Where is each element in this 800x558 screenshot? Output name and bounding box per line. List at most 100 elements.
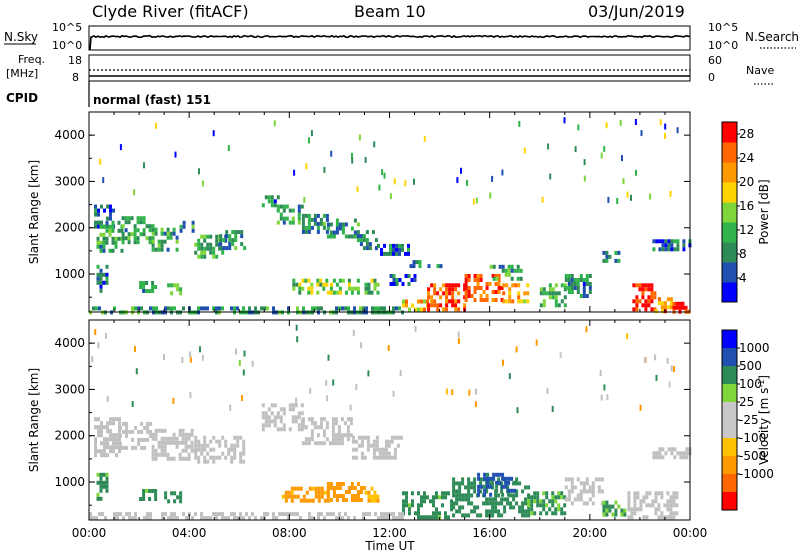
range-gate-cell (360, 451, 364, 456)
range-gate-cell (479, 477, 483, 482)
range-gate-cell (494, 505, 498, 510)
range-gate-cell (641, 287, 645, 292)
range-gate-cell (669, 511, 673, 516)
range-gate-cell (319, 278, 323, 283)
range-gate-cell (125, 433, 128, 438)
range-gate-cell (263, 306, 266, 311)
range-gate-cell (172, 436, 176, 441)
range-gate-cell (660, 511, 664, 516)
range-gate-cell (326, 486, 330, 490)
sparse-scatter-point (296, 336, 299, 343)
range-gate-cell (608, 508, 612, 513)
range-gate-cell (517, 295, 521, 300)
range-gate-cell (436, 303, 440, 308)
range-gate-cell (530, 503, 534, 508)
range-gate-cell (282, 411, 286, 416)
range-gate-cell (316, 290, 320, 295)
range-gate-cell (476, 286, 480, 290)
range-gate-cell (410, 278, 414, 282)
range-gate-cell (137, 306, 140, 311)
range-gate-cell (364, 282, 368, 287)
range-gate-cell (197, 306, 200, 311)
range-gate-cell (340, 433, 344, 438)
range-gate-cell (404, 251, 407, 256)
range-gate-cell (94, 437, 97, 442)
range-gate-cell (96, 276, 100, 281)
range-gate-cell (567, 274, 571, 278)
range-gate-cell (313, 221, 317, 226)
range-gate-cell (284, 490, 288, 495)
range-gate-cell (350, 482, 354, 486)
range-gate-cell (548, 291, 552, 296)
range-gate-cell (308, 498, 312, 503)
range-gate-cell (301, 213, 305, 218)
range-gate-cell (221, 306, 224, 311)
range-gate-cell (464, 298, 468, 302)
range-gate-cell (154, 452, 158, 457)
range-gate-cell (320, 512, 323, 517)
sparse-scatter-point (664, 133, 666, 139)
range-gate-cell (354, 439, 358, 444)
range-gate-cell (560, 495, 564, 500)
range-gate-cell (310, 290, 314, 295)
range-gate-cell (402, 503, 405, 508)
range-gate-cell (370, 498, 374, 503)
range-gate-cell (105, 280, 109, 285)
range-gate-cell (675, 301, 679, 306)
range-gate-cell (273, 415, 277, 420)
range-gate-cell (119, 445, 122, 450)
range-gate-cell (451, 283, 455, 288)
range-gate-cell (344, 222, 348, 227)
range-gate-cell (582, 501, 586, 506)
range-gate-cell (221, 451, 225, 456)
range-gate-cell (200, 242, 204, 247)
range-gate-cell (287, 306, 290, 311)
range-gate-cell (398, 243, 401, 248)
range-gate-cell (473, 485, 477, 490)
range-gate-cell (209, 250, 213, 255)
range-gate-cell (102, 232, 106, 237)
range-gate-cell (567, 290, 571, 294)
range-gate-cell (476, 278, 480, 282)
range-gate-cell (412, 260, 416, 265)
range-gate-cell (103, 453, 106, 458)
range-gate-cell (670, 447, 674, 452)
range-gate-cell (384, 447, 388, 452)
range-gate-cell (245, 512, 248, 517)
range-gate-cell (392, 278, 396, 282)
range-gate-cell (366, 443, 370, 448)
range-gate-cell (218, 306, 221, 311)
range-gate-cell (505, 283, 509, 288)
range-gate-cell (405, 299, 408, 304)
range-gate-cell (276, 220, 280, 225)
range-gate-cell (350, 234, 354, 239)
range-gate-cell (332, 278, 336, 283)
range-gate-cell (395, 306, 398, 311)
range-gate-cell (121, 236, 125, 241)
range-gate-cell (450, 499, 453, 504)
range-gate-cell (445, 287, 449, 292)
range-gate-cell (122, 516, 125, 521)
range-gate-cell (108, 228, 112, 233)
range-gate-cell (685, 451, 689, 456)
colorbar-swatch (722, 262, 737, 283)
range-gate-cell (454, 299, 458, 304)
range-gate-cell (261, 411, 265, 416)
range-gate-cell (500, 497, 504, 502)
colorbar-frame (721, 121, 738, 303)
range-gate-cell (384, 451, 388, 456)
range-gate-cell (445, 303, 449, 308)
range-gate-cell (669, 507, 673, 512)
range-gate-cell (570, 477, 574, 482)
range-gate-cell (650, 295, 654, 300)
range-gate-cell (115, 417, 118, 422)
range-gate-cell (645, 495, 649, 500)
range-gate-cell (197, 447, 201, 452)
range-gate-cell (212, 435, 216, 440)
range-gate-cell (203, 443, 207, 448)
range-gate-cell (203, 439, 207, 444)
range-gate-cell (314, 490, 318, 495)
range-gate-cell (194, 242, 198, 247)
range-gate-cell (273, 423, 277, 428)
range-gate-cell (470, 493, 474, 498)
